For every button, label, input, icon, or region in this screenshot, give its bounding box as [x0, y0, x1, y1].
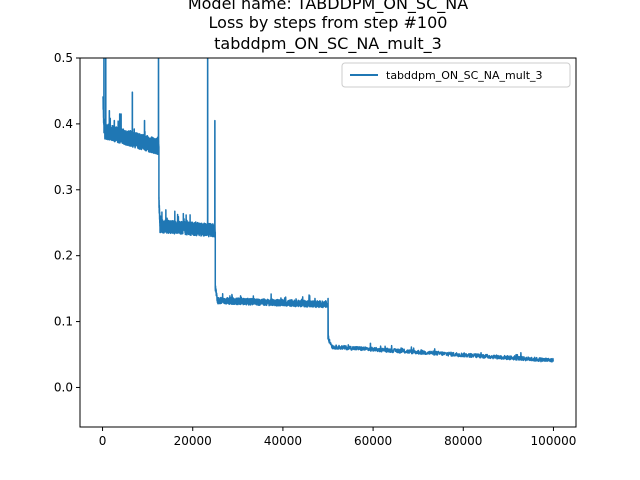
series-layer [102, 58, 554, 363]
y-tick-label: 0.2 [54, 249, 73, 263]
x-tick-label: 60000 [354, 434, 392, 448]
y-tick-label: 0.0 [54, 380, 73, 394]
x-tick-label: 0 [99, 434, 107, 448]
y-tick-label: 0.1 [54, 315, 73, 329]
x-tick-label: 100000 [531, 434, 577, 448]
series-line [102, 58, 554, 363]
chart-title: Model name: TABDDPM_ON_SC_NA Loss by ste… [188, 0, 468, 54]
y-tick-label: 0.4 [54, 117, 73, 131]
x-tick-label: 40000 [264, 434, 302, 448]
y-tick-label: 0.5 [54, 51, 73, 65]
title-line-1: Model name: TABDDPM_ON_SC_NA [188, 0, 468, 14]
x-tick-label: 20000 [174, 434, 212, 448]
legend-label: tabddpm_ON_SC_NA_mult_3 [386, 69, 543, 82]
plot-frame [79, 57, 577, 428]
y-axis-ticks: 0.0 0.1 0.2 0.3 0.4 0.5 [54, 51, 80, 394]
legend: tabddpm_ON_SC_NA_mult_3 [341, 62, 571, 88]
title-line-2: Loss by steps from step #100 [209, 13, 448, 32]
x-axis-ticks: 0 20000 40000 60000 80000 100000 [99, 427, 577, 448]
x-tick-label: 80000 [444, 434, 482, 448]
y-tick-label: 0.3 [54, 183, 73, 197]
title-line-3: tabddpm_ON_SC_NA_mult_3 [214, 34, 442, 54]
legend-box [341, 62, 571, 88]
